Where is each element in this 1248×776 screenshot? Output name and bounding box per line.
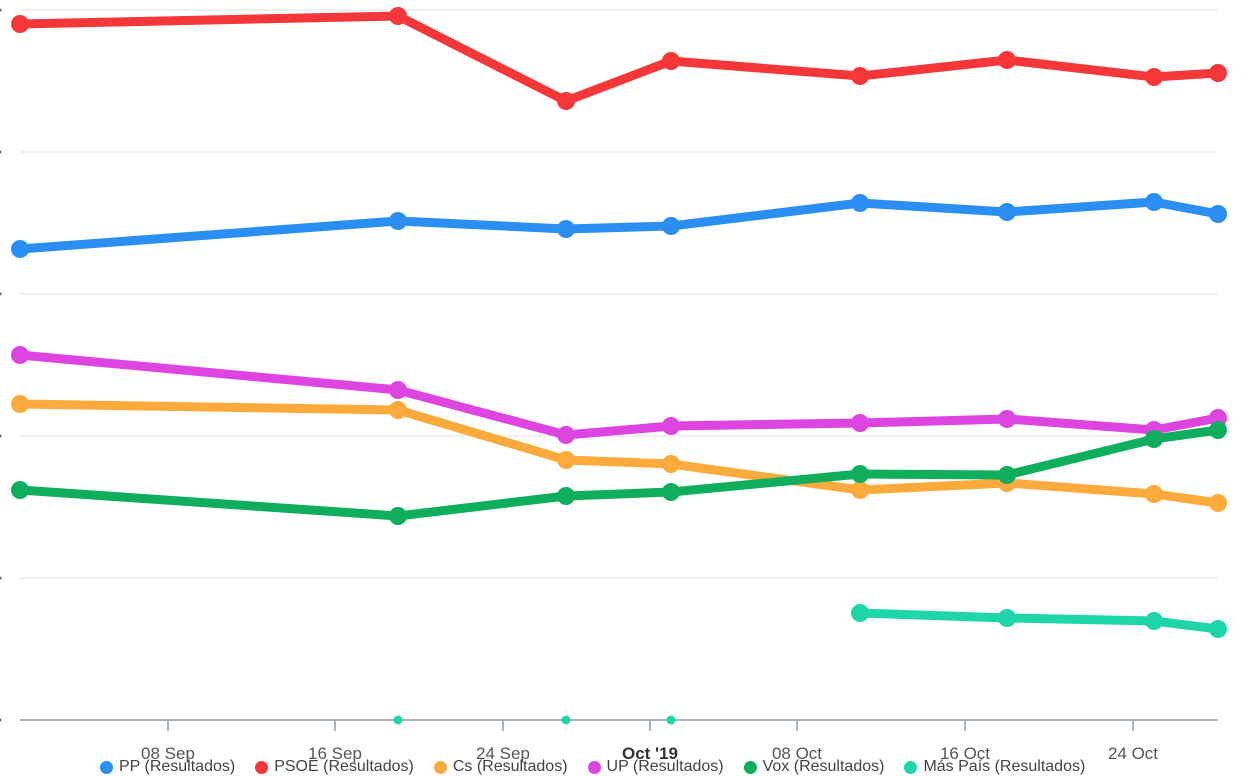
data-point-marker[interactable] <box>561 715 571 725</box>
data-point-marker[interactable] <box>1145 485 1163 503</box>
legend-label: Vox (Resultados) <box>762 758 885 775</box>
legend-label: PP (Resultados) <box>119 758 236 775</box>
data-point-marker[interactable] <box>11 395 29 413</box>
legend-dot-icon <box>433 760 447 774</box>
data-point-marker[interactable] <box>1209 620 1227 638</box>
data-point-marker[interactable] <box>851 604 869 622</box>
legend-dot-icon <box>587 760 601 774</box>
data-point-marker[interactable] <box>11 346 29 364</box>
series-up <box>11 346 1227 444</box>
data-point-marker[interactable] <box>662 52 680 70</box>
legend-label: PSOE (Resultados) <box>274 758 414 775</box>
x-tick-label: 24 Sep <box>476 744 530 763</box>
data-point-marker[interactable] <box>1209 494 1227 512</box>
legend-item[interactable]: Vox (Resultados) <box>743 758 885 776</box>
data-point-marker[interactable] <box>557 220 575 238</box>
legend-item[interactable]: Cs (Resultados) <box>433 758 568 776</box>
y-tick-mark <box>0 150 2 154</box>
data-point-marker[interactable] <box>851 414 869 432</box>
data-point-marker[interactable] <box>389 401 407 419</box>
data-point-marker[interactable] <box>1145 68 1163 86</box>
legend-dot-icon <box>100 760 113 774</box>
data-point-marker[interactable] <box>998 410 1016 428</box>
data-point-marker[interactable] <box>662 417 680 435</box>
data-point-marker[interactable] <box>557 92 575 110</box>
series-vox <box>11 421 1227 525</box>
series-lines <box>11 7 1227 725</box>
data-point-marker[interactable] <box>557 487 575 505</box>
x-tick-label: 24 Oct <box>1108 744 1158 763</box>
data-point-marker[interactable] <box>557 426 575 444</box>
data-point-marker[interactable] <box>998 466 1016 484</box>
series-line <box>15 425 1223 521</box>
data-point-marker[interactable] <box>11 481 29 499</box>
data-point-marker[interactable] <box>851 194 869 212</box>
data-point-marker[interactable] <box>1209 64 1227 82</box>
data-point-marker[interactable] <box>662 483 680 501</box>
series-line <box>15 11 1223 106</box>
series-más <box>393 604 1227 725</box>
data-point-marker[interactable] <box>389 507 407 525</box>
gridlines <box>0 8 1218 722</box>
data-point-marker[interactable] <box>1145 193 1163 211</box>
data-point-marker[interactable] <box>666 715 676 725</box>
data-point-marker[interactable] <box>851 481 869 499</box>
data-point-marker[interactable] <box>662 217 680 235</box>
y-tick-mark <box>0 718 2 722</box>
data-point-marker[interactable] <box>1209 205 1227 223</box>
x-tick-label: 08 Sep <box>141 744 195 763</box>
legend-item[interactable]: UP (Resultados) <box>587 758 724 776</box>
data-point-marker[interactable] <box>998 609 1016 627</box>
y-tick-mark <box>0 576 2 580</box>
series-pp <box>11 193 1227 258</box>
data-point-marker[interactable] <box>998 203 1016 221</box>
data-point-marker[interactable] <box>851 67 869 85</box>
legend-item[interactable]: PP (Resultados) <box>100 758 235 776</box>
legend-dot-icon <box>255 760 269 774</box>
data-point-marker[interactable] <box>662 455 680 473</box>
data-point-marker[interactable] <box>393 715 403 725</box>
data-point-marker[interactable] <box>851 465 869 483</box>
legend-item[interactable]: PSOE (Resultados) <box>255 758 414 776</box>
x-axis: 08 Sep 16 Sep 24 Sep Oct '19 08 Oct 16 Oct 24 … <box>141 721 1158 763</box>
data-point-marker[interactable] <box>389 212 407 230</box>
series-line <box>15 350 1223 440</box>
legend-item[interactable]: Más País (Resultados) <box>904 758 1085 776</box>
legend-dot-icon <box>904 760 918 774</box>
y-tick-mark <box>0 434 2 438</box>
data-point-marker[interactable] <box>11 15 29 33</box>
x-tick-label: Oct '19 <box>622 744 678 763</box>
data-point-marker[interactable] <box>11 240 29 258</box>
legend-dot-icon <box>743 760 757 774</box>
data-point-marker[interactable] <box>1145 612 1163 630</box>
legend-label: UP (Resultados) <box>606 758 724 775</box>
data-point-marker[interactable] <box>1209 421 1227 439</box>
y-tick-mark <box>0 292 2 296</box>
y-tick-mark <box>0 8 2 12</box>
x-tick-label: 16 Sep <box>308 744 362 763</box>
series-line <box>15 197 1223 254</box>
legend-label: Más País (Resultados) <box>923 758 1086 775</box>
series-cs <box>11 395 1227 512</box>
x-tick-label: 16 Oct <box>940 744 990 763</box>
legend: PP (Resultados) PSOE (Resultados) Cs (Resu… <box>100 758 1085 776</box>
legend-label: Cs (Resultados) <box>452 758 568 775</box>
data-point-marker[interactable] <box>557 451 575 469</box>
data-point-marker[interactable] <box>389 381 407 399</box>
series-psoe <box>11 7 1227 110</box>
data-point-marker[interactable] <box>1145 430 1163 448</box>
series-line <box>855 608 1223 634</box>
data-point-marker[interactable] <box>998 51 1016 69</box>
data-point-marker[interactable] <box>389 7 407 25</box>
series-line <box>15 399 1223 508</box>
x-tick-label: 08 Oct <box>772 744 822 763</box>
